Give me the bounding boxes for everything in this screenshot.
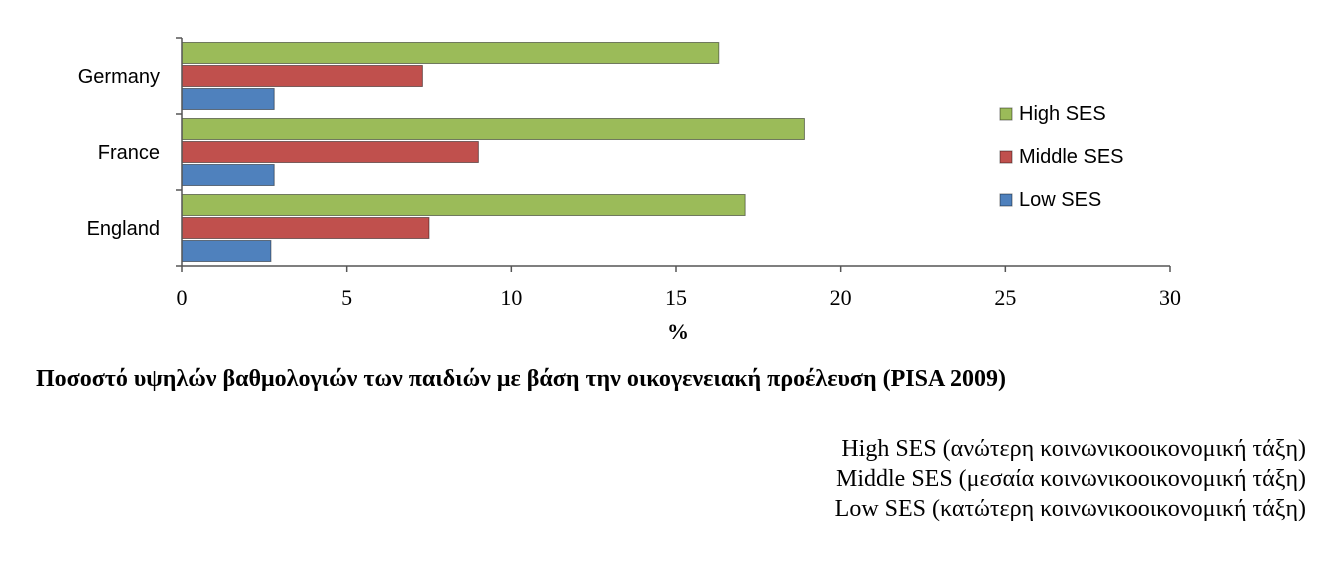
legend-label-high-ses: High SES [1019, 103, 1106, 125]
axes-layer: Germany France England 0 5 10 15 20 25 30 [78, 37, 1181, 310]
legend-label-middle-ses: Middle SES [1019, 146, 1124, 168]
legend: High SES Middle SES Low SES [999, 103, 1124, 211]
category-label-germany: Germany [78, 66, 160, 88]
x-tick-label: 20 [830, 285, 852, 310]
note-low-ses: Low SES (κατώτερη κοινωνικοοικονομική τά… [834, 496, 1306, 522]
bars-layer [181, 42, 805, 262]
chart-caption: Ποσοστό υψηλών βαθμολογιών των παιδιών μ… [36, 366, 1006, 392]
bar-germany-middle-ses [181, 65, 423, 87]
ses-notes: High SES (ανώτερη κοινωνικοοικονομική τά… [835, 434, 1306, 524]
x-axis-label: % [667, 319, 689, 344]
bar-france-middle-ses [181, 141, 479, 163]
x-tick-label: 25 [994, 285, 1016, 310]
bar-france-high-ses [181, 118, 805, 140]
bar-chart: Germany France England 0 5 10 15 20 25 30 % High … [78, 37, 1181, 344]
x-tick-label: 15 [665, 285, 687, 310]
legend-swatch-low-ses [999, 193, 1013, 207]
note-high-ses: High SES (ανώτερη κοινωνικοοικονομική τά… [841, 436, 1306, 462]
legend-swatch-middle-ses [999, 150, 1013, 164]
x-tick-label: 30 [1159, 285, 1181, 310]
category-label-france: France [98, 142, 160, 164]
category-label-england: England [87, 218, 160, 240]
x-tick-label: 5 [341, 285, 352, 310]
bar-germany-low-ses [181, 88, 275, 110]
bar-france-low-ses [181, 164, 275, 186]
bar-germany-high-ses [181, 42, 720, 64]
bar-england-high-ses [181, 194, 746, 216]
x-tick-label: 0 [177, 285, 188, 310]
legend-swatch-high-ses [999, 107, 1013, 121]
x-tick-label: 10 [500, 285, 522, 310]
legend-label-low-ses: Low SES [1019, 189, 1101, 211]
bar-england-low-ses [181, 240, 272, 262]
bar-england-middle-ses [181, 217, 430, 239]
note-middle-ses: Middle SES (μεσαία κοινωνικοοικονομική τ… [835, 466, 1306, 492]
